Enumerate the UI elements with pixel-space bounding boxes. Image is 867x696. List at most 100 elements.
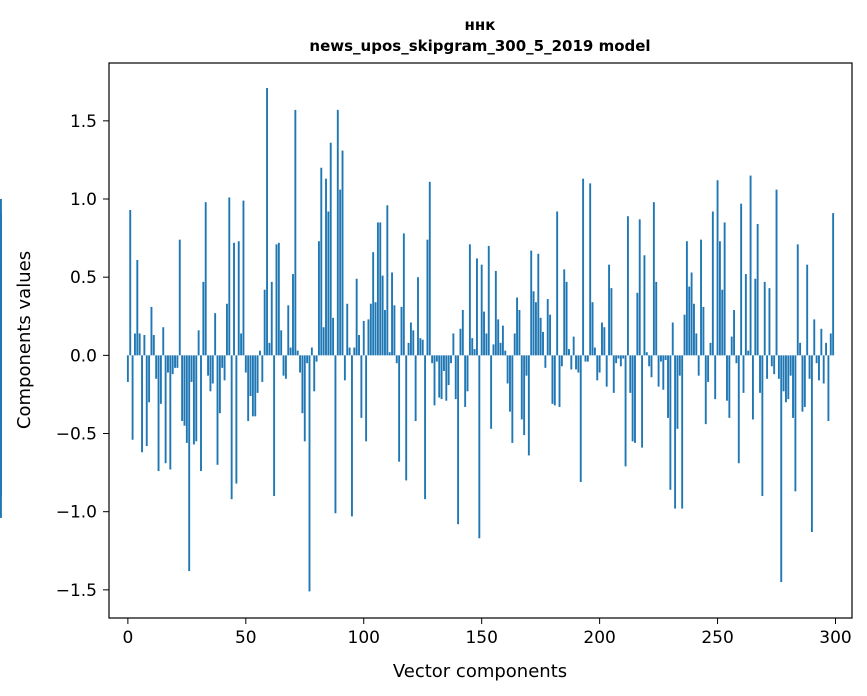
bar-36 — [211, 355, 214, 384]
bar-151 — [483, 311, 485, 356]
bar-9 — [148, 355, 151, 403]
bar-250 — [716, 180, 719, 356]
bar-26 — [188, 355, 191, 572]
bar-106 — [376, 222, 379, 356]
bar-104 — [372, 252, 375, 356]
bar-62 — [273, 355, 276, 497]
bar-197 — [591, 302, 594, 356]
bar-22 — [178, 239, 181, 356]
bar-170 — [527, 355, 530, 456]
y-axis-ticks: −1.5 −1.0 −0.5 0.0 0.5 1.0 1.5 — [56, 112, 109, 601]
bar-134 — [443, 355, 445, 371]
bar-141 — [459, 328, 462, 356]
bar-127 — [426, 239, 429, 356]
bar-147 — [473, 349, 476, 356]
bar-126 — [424, 355, 427, 500]
bar-217 — [638, 219, 641, 356]
bar-24 — [183, 355, 186, 426]
bar-148 — [476, 258, 478, 356]
bar-129 — [431, 355, 434, 364]
bar-16 — [164, 355, 167, 464]
bar-157 — [497, 319, 500, 356]
bar-42 — [225, 303, 228, 356]
bar-282 — [792, 355, 794, 418]
bar-144 — [466, 355, 469, 392]
bar-284 — [796, 244, 799, 356]
bar-214 — [631, 355, 634, 442]
bar-82 — [320, 167, 323, 356]
bar-118 — [405, 355, 408, 481]
bar-224 — [655, 281, 658, 356]
bar-122 — [414, 355, 417, 422]
bar-21 — [176, 355, 179, 368]
bar-98 — [358, 335, 360, 356]
bar-103 — [369, 303, 372, 356]
bar-187 — [568, 349, 570, 356]
bar-46 — [235, 355, 238, 484]
bar-undefined — [0, 299, 2, 356]
bar-212 — [626, 216, 629, 356]
bar-47 — [237, 241, 240, 356]
bar-179 — [549, 314, 552, 356]
bar-31 — [200, 355, 202, 472]
bar-163 — [511, 355, 514, 443]
bar-188 — [570, 355, 573, 370]
bar-298 — [829, 333, 832, 356]
bar-159 — [501, 325, 504, 356]
bar-138 — [452, 333, 455, 356]
bar-76 — [306, 355, 309, 364]
bar-200 — [598, 355, 601, 373]
bar-146 — [471, 338, 474, 356]
bar-211 — [624, 355, 627, 467]
bar-130 — [433, 355, 436, 406]
bar-156 — [494, 270, 497, 356]
bar-266 — [754, 278, 757, 356]
x-axis-label: Vector components — [393, 661, 567, 682]
bar-94 — [348, 347, 351, 356]
bar-208 — [617, 355, 620, 359]
bar-95 — [351, 355, 353, 517]
bar-236 — [683, 314, 686, 356]
bar-109 — [384, 310, 386, 356]
bar-92 — [343, 355, 346, 381]
bar-235 — [681, 355, 684, 509]
bar-45 — [233, 242, 235, 356]
bar-195 — [586, 355, 589, 362]
bar-99 — [360, 355, 363, 418]
bar-255 — [728, 355, 731, 418]
bar-107 — [379, 222, 382, 356]
bar-41 — [223, 355, 226, 381]
x-tick-label: 0 — [122, 628, 133, 648]
bar-115 — [398, 355, 401, 462]
bar-34 — [207, 355, 210, 376]
bar-220 — [645, 352, 648, 356]
bar-260 — [740, 203, 743, 356]
bar-249 — [714, 355, 717, 400]
bar-296 — [825, 342, 827, 356]
bar-258 — [735, 355, 738, 364]
bar-223 — [652, 202, 655, 356]
bar-11 — [152, 335, 155, 356]
bar-114 — [395, 355, 398, 364]
bar-166 — [518, 310, 521, 356]
bar-83 — [322, 327, 325, 356]
bar-55 — [256, 355, 259, 393]
bar-152 — [485, 333, 488, 356]
bar-274 — [773, 355, 776, 375]
bar-267 — [756, 224, 759, 356]
bar-25 — [185, 355, 188, 443]
bar-155 — [492, 344, 495, 356]
bar-254 — [726, 355, 728, 401]
bar-183 — [558, 355, 561, 407]
bar-125 — [421, 339, 424, 356]
bar-72 — [296, 350, 299, 356]
bar-176 — [542, 331, 544, 356]
y-tick-label: 0.5 — [70, 268, 97, 288]
bar-59 — [266, 88, 268, 356]
bar-227 — [662, 355, 665, 390]
y-tick-label: −0.5 — [56, 425, 97, 445]
bar-182 — [556, 211, 559, 356]
bar-58 — [263, 289, 266, 356]
bar-102 — [367, 319, 370, 356]
bar-69 — [289, 347, 292, 356]
